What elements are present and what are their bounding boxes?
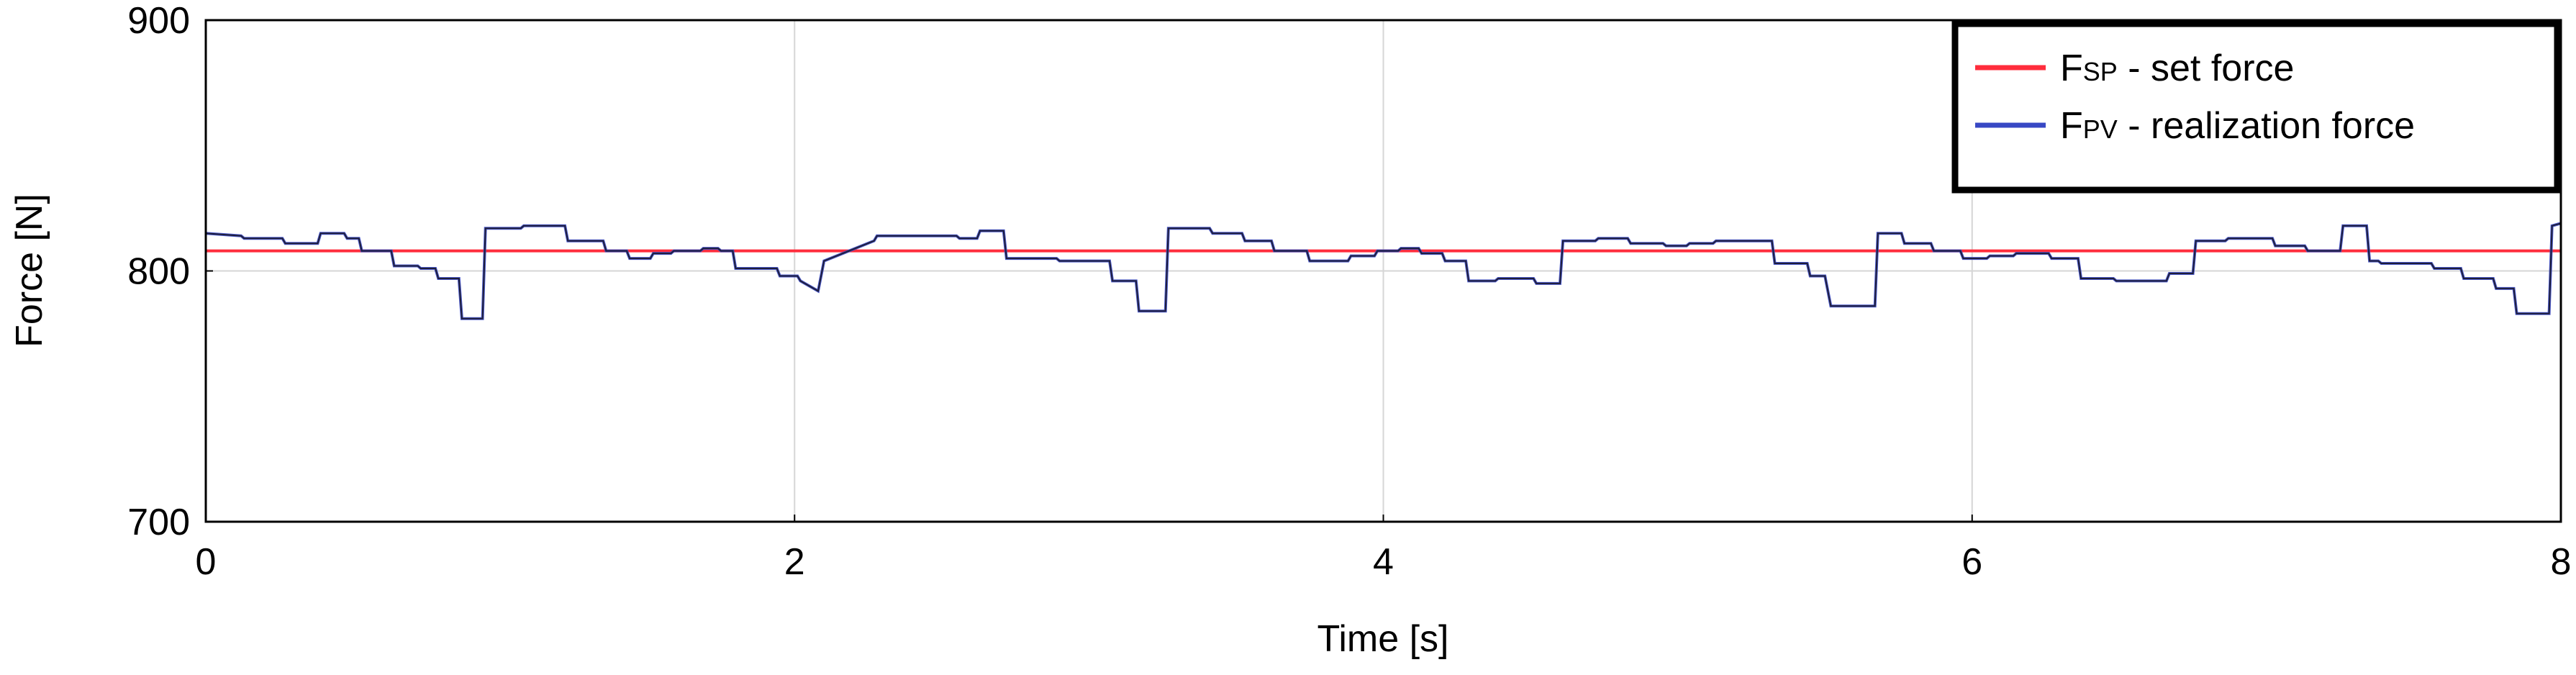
x-tick-label: 6	[1962, 541, 1982, 583]
legend-label-rest: - set force	[2118, 47, 2295, 89]
y-axis-label: Force [N]	[9, 194, 50, 348]
legend-frame	[1951, 20, 2561, 194]
x-tick-label: 4	[1373, 541, 1394, 583]
x-tick-label: 2	[784, 541, 805, 583]
legend-label-subscript: SP	[2083, 57, 2118, 86]
legend-label-main: F	[2060, 47, 2083, 89]
legend-label-main: F	[2060, 105, 2083, 147]
legend-label-set-force: FSP - set force	[2060, 47, 2294, 89]
data-series	[205, 222, 2562, 320]
legend-label-subscript: PV	[2083, 114, 2118, 144]
x-axis-label: Time [s]	[1318, 618, 1449, 660]
x-tick-label: 0	[196, 541, 217, 583]
y-tick-label: 900	[127, 0, 190, 42]
y-tick-label: 800	[127, 251, 190, 293]
x-tick-label: 8	[2551, 541, 2572, 583]
series-line-realization-force	[205, 222, 2562, 320]
y-tick-label: 700	[127, 502, 190, 543]
legend-label-realization-force: FPV - realization force	[2060, 105, 2415, 147]
legend-label-rest: - realization force	[2118, 105, 2415, 147]
axis-tick-labels: 0 2 4 6 8 700 800 900	[127, 0, 2571, 583]
